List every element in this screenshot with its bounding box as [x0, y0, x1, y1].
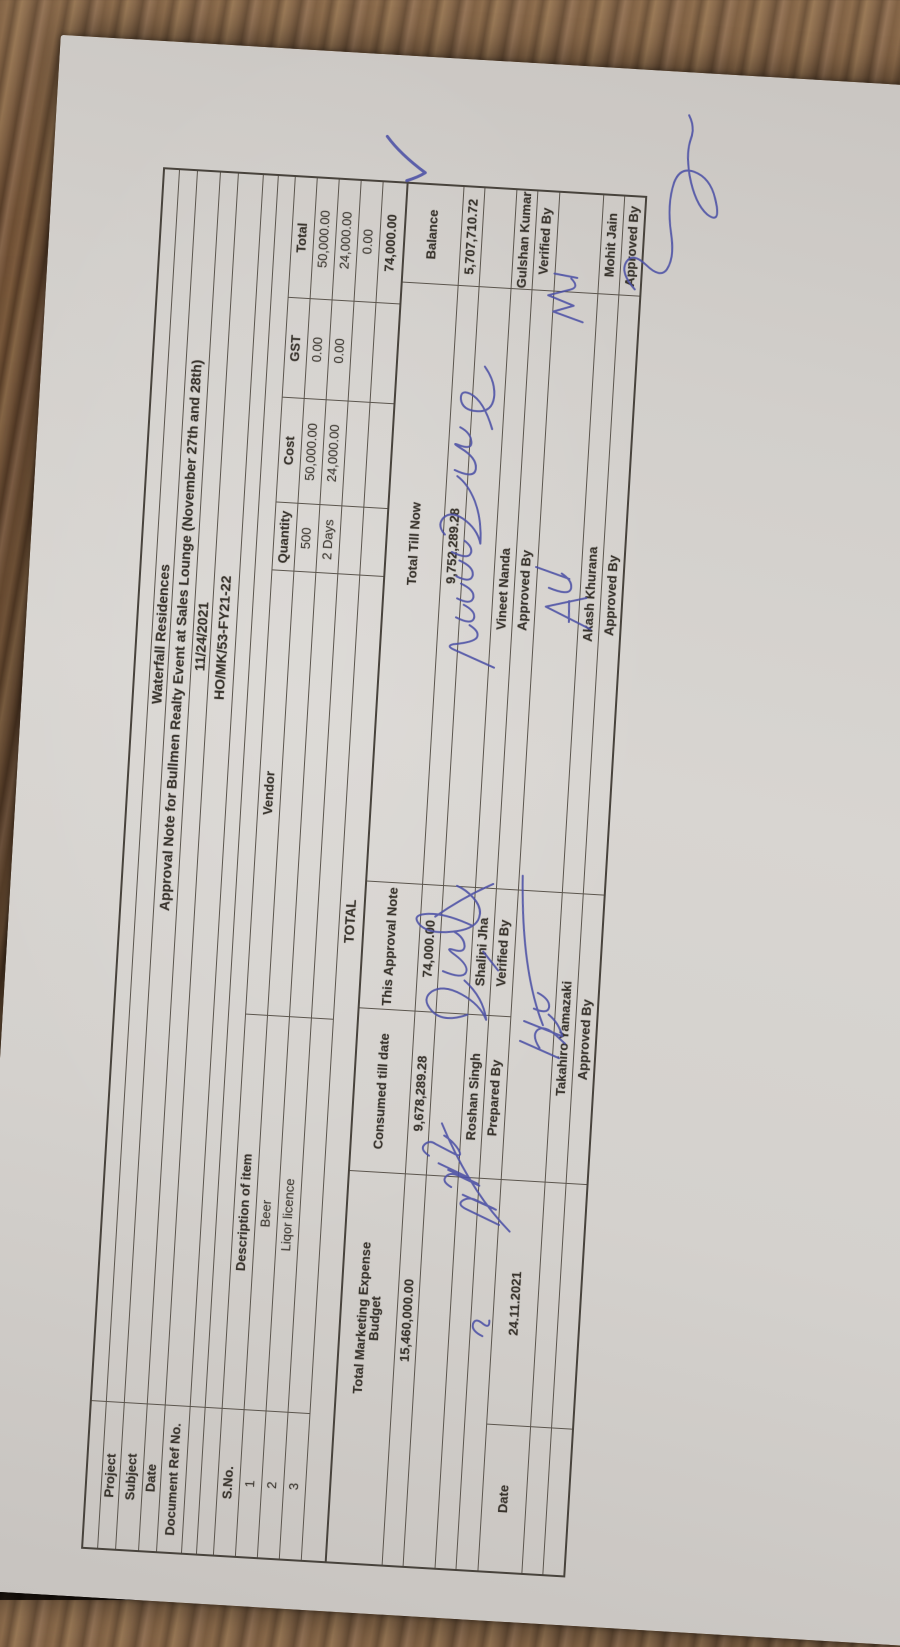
signature-akash-khurana: [535, 565, 592, 631]
signature-mohit-jain: [623, 114, 719, 291]
signature-takahiro-yamazaki: [518, 874, 566, 1060]
checkmark-icon: [385, 134, 427, 183]
signature-roshan-singh: [421, 1122, 511, 1233]
ink-scribble-near-date: [471, 1319, 491, 1338]
signature-shalini-jha: [415, 883, 500, 1021]
signature-gulshan-kumar: [547, 272, 584, 324]
signature-vineet-nanda: [439, 365, 496, 669]
